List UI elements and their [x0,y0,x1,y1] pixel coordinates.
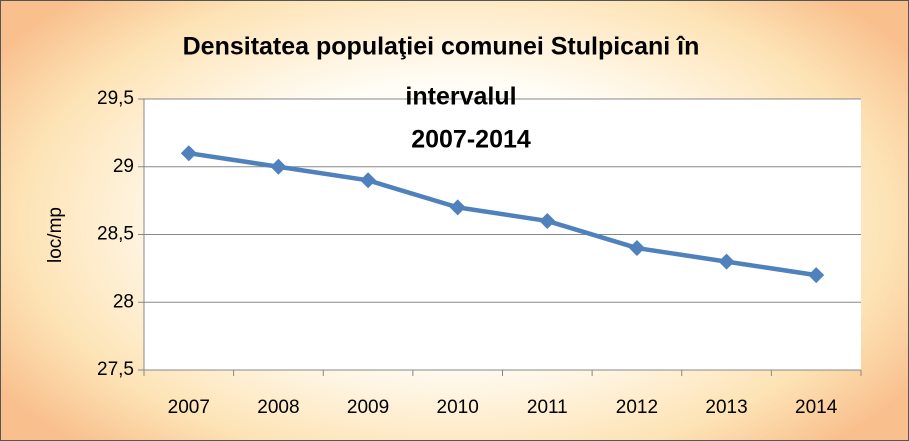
y-tick-label: 29,5 [97,88,134,109]
x-tick-label: 2013 [705,397,747,418]
data-point [628,240,645,257]
y-axis-label: loc/mp [45,207,66,263]
data-point [270,158,287,175]
y-tick-label: 28 [113,291,134,312]
y-tick-label: 29 [113,156,134,177]
chart-title: Densitatea populaţiei comunei Stulpicani… [183,33,700,61]
data-point [539,212,556,229]
x-tick-label: 2010 [437,397,479,418]
x-tick-label: 2014 [795,397,838,418]
data-point [808,267,825,284]
series-line [188,150,817,278]
data-point [449,199,466,216]
y-tick-label: 28,5 [97,224,134,245]
x-tick-label: 2008 [257,397,299,418]
x-tick-label: 2012 [616,397,658,418]
data-point [360,172,377,189]
data-point [180,145,197,162]
chart-title: 2007-2014 [411,126,531,154]
data-point [718,253,735,270]
x-tick-label: 2007 [168,397,210,418]
y-tick-label: 27,5 [97,359,134,380]
chart-title: intervalul [405,83,516,111]
x-tick-label: 2011 [527,397,568,418]
x-tick-label: 2009 [347,397,389,418]
